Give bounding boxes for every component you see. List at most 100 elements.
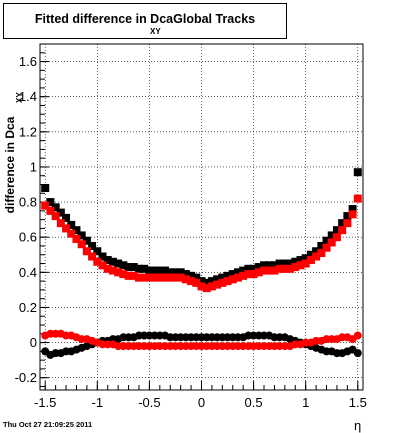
x-tick-label: 1 — [302, 395, 309, 410]
data-point-square — [338, 226, 347, 235]
chart-title-left: Fitted difference in Dca — [34, 12, 174, 26]
data-point-square — [343, 219, 352, 228]
x-tick-label: -0.5 — [138, 395, 160, 410]
data-point-square — [322, 243, 331, 252]
data-point-square — [353, 194, 362, 203]
data-point-square — [233, 273, 242, 282]
y-axis-label: difference in Dca — [3, 116, 17, 213]
data-point-square — [41, 201, 50, 210]
y-tick-label: -0.2 — [15, 370, 37, 385]
data-point-square — [244, 264, 253, 273]
data-point-square — [150, 273, 159, 282]
x-tick-label: 0 — [198, 395, 205, 410]
data-point-square — [145, 273, 154, 282]
data-point-square — [119, 270, 128, 279]
data-point-square — [192, 273, 201, 282]
data-point-square — [343, 212, 352, 221]
data-point-square — [207, 282, 216, 291]
data-point-circle — [353, 331, 362, 340]
data-point-square — [114, 268, 123, 277]
data-point-square — [249, 270, 258, 279]
y-tick-label: 0 — [30, 335, 37, 350]
data-point-square — [306, 256, 315, 265]
data-point-square — [218, 273, 227, 282]
data-point-square — [171, 268, 180, 277]
data-point-square — [332, 226, 341, 235]
data-point-square — [254, 268, 263, 277]
data-point-square — [239, 266, 248, 275]
y-tick-label: 1.2 — [19, 124, 37, 139]
data-point-square — [56, 208, 65, 217]
timestamp-footer: Thu Oct 27 21:09:25 2011 — [3, 420, 93, 429]
y-tick-label: 1.6 — [19, 54, 37, 69]
data-point-square — [51, 212, 60, 221]
data-point-square — [296, 261, 305, 270]
data-point-square — [348, 205, 357, 214]
data-point-square — [296, 256, 305, 265]
data-point-square — [108, 257, 117, 266]
data-point-square — [187, 271, 196, 280]
data-point-square — [223, 277, 232, 286]
data-point-square — [166, 273, 175, 282]
x-tick-label: 1.5 — [349, 395, 367, 410]
data-point-circle — [353, 349, 362, 358]
data-point-square — [77, 240, 86, 249]
data-point-square — [192, 278, 201, 287]
data-point-square — [301, 254, 310, 263]
data-point-square — [181, 275, 190, 284]
data-point-square — [244, 270, 253, 279]
data-point-square — [72, 234, 81, 243]
data-point-square — [348, 210, 357, 219]
data-point-square — [134, 264, 143, 273]
data-point-square — [239, 271, 248, 280]
data-point-square — [317, 249, 326, 258]
data-point-square — [67, 220, 76, 229]
data-point-square — [312, 252, 321, 261]
x-tick-label: -1 — [92, 395, 104, 410]
data-point-square — [166, 268, 175, 277]
data-point-square — [327, 231, 336, 240]
data-point-square — [270, 261, 279, 270]
data-point-square — [249, 264, 258, 273]
data-point-square — [129, 263, 138, 272]
data-point-square — [353, 168, 362, 177]
data-point-square — [181, 270, 190, 279]
data-point-square — [207, 277, 216, 286]
y-tick-label: 1.4 — [19, 89, 37, 104]
data-point-square — [103, 256, 112, 265]
data-point-square — [140, 264, 149, 273]
data-point-square — [176, 273, 185, 282]
data-point-square — [260, 261, 269, 270]
data-point-square — [103, 264, 112, 273]
data-point-square — [317, 241, 326, 250]
data-point-square — [41, 184, 50, 193]
y-tick-label: 1 — [30, 159, 37, 174]
chart-title-box: Fitted difference in DcaGlobal Tracks XY — [3, 3, 287, 39]
data-point-square — [202, 278, 211, 287]
data-point-square — [197, 277, 206, 286]
data-point-square — [124, 271, 133, 280]
data-point-square — [322, 236, 331, 245]
y-tick-label: 0.6 — [19, 230, 37, 245]
data-point-square — [306, 250, 315, 259]
chart-title-right: Global Tracks — [173, 12, 256, 26]
data-point-square — [286, 264, 295, 273]
data-point-square — [228, 275, 237, 284]
data-point-square — [213, 275, 222, 284]
data-point-square — [93, 247, 102, 256]
data-point-square — [62, 224, 71, 233]
data-point-square — [72, 226, 81, 235]
data-point-square — [260, 266, 269, 275]
data-point-square — [233, 268, 242, 277]
data-point-square — [301, 259, 310, 268]
data-point-square — [145, 266, 154, 275]
data-point-square — [275, 264, 284, 273]
data-point-square — [327, 238, 336, 247]
data-point-square — [150, 266, 159, 275]
data-point-square — [114, 259, 123, 268]
data-point-square — [265, 261, 274, 270]
data-point-square — [93, 257, 102, 266]
data-point-square — [286, 259, 295, 268]
data-point-square — [223, 271, 232, 280]
